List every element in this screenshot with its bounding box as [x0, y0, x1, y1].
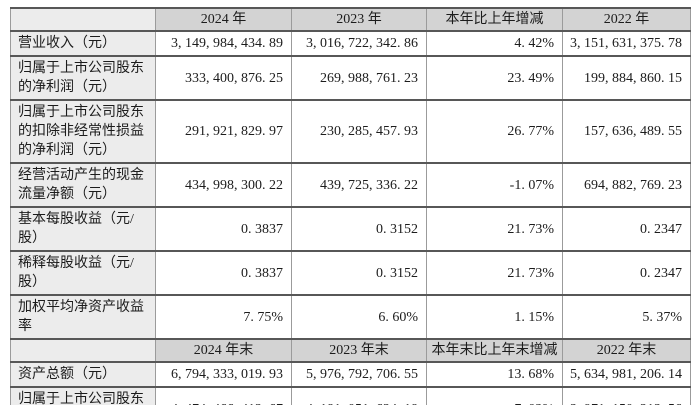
- value-change: 21. 73%: [426, 250, 563, 296]
- value-2022: 694, 882, 769. 23: [562, 162, 691, 208]
- col-header-2024-year-end: 2024 年末: [155, 338, 292, 363]
- corner-cell: [10, 7, 156, 32]
- value-2022: 0. 2347: [562, 206, 691, 252]
- table-row-net-profit-excl-nonrecurring: 归属于上市公司股东的扣除非经常性损益的净利润（元） 291, 921, 829.…: [10, 99, 691, 164]
- value-2024: 333, 400, 876. 25: [155, 55, 292, 101]
- value-2023: 269, 988, 761. 23: [291, 55, 427, 101]
- value-2023: 0. 3152: [291, 250, 427, 296]
- table-row-basic-eps: 基本每股收益（元/股） 0. 3837 0. 3152 21. 73% 0. 2…: [10, 206, 691, 252]
- table-row-total-assets: 资产总额（元） 6, 794, 333, 019. 93 5, 976, 792…: [10, 361, 691, 388]
- col-header-year-end-change: 本年末比上年末增减: [426, 338, 563, 363]
- row-label: 稀释每股收益（元/股）: [10, 250, 156, 296]
- table-row-revenue: 营业收入（元） 3, 149, 984, 434. 89 3, 016, 722…: [10, 30, 691, 57]
- value-2022: 5. 37%: [562, 294, 691, 340]
- value-2022: 157, 636, 489. 55: [562, 99, 691, 164]
- value-change: 26. 77%: [426, 99, 563, 164]
- value-2024: 7. 75%: [155, 294, 292, 340]
- value-2023: 5, 976, 792, 706. 55: [291, 361, 427, 388]
- value-change: 13. 68%: [426, 361, 563, 388]
- value-change: -1. 07%: [426, 162, 563, 208]
- value-change: 23. 49%: [426, 55, 563, 101]
- col-header-2023-year-end: 2023 年末: [291, 338, 427, 363]
- value-2024: 0. 3837: [155, 206, 292, 252]
- value-2023: 0. 3152: [291, 206, 427, 252]
- col-header-2022: 2022 年: [562, 7, 691, 32]
- col-header-2024: 2024 年: [155, 7, 292, 32]
- value-2023: 439, 725, 336. 22: [291, 162, 427, 208]
- value-2023: 230, 285, 457. 93: [291, 99, 427, 164]
- table-row-net-assets: 归属于上市公司股东的净资产（元） 4, 474, 466, 412. 67 4,…: [10, 386, 691, 405]
- row-label: 经营活动产生的现金流量净额（元）: [10, 162, 156, 208]
- row-label: 营业收入（元）: [10, 30, 156, 57]
- value-2023: 4, 181, 051, 624. 18: [291, 386, 427, 405]
- col-header-2023: 2023 年: [291, 7, 427, 32]
- value-change: 1. 15%: [426, 294, 563, 340]
- value-2024: 291, 921, 829. 97: [155, 99, 292, 164]
- value-2022: 5, 634, 981, 206. 14: [562, 361, 691, 388]
- value-2022: 0. 2347: [562, 250, 691, 296]
- value-2024: 0. 3837: [155, 250, 292, 296]
- financial-summary-table: 2024 年 2023 年 本年比上年增减 2022 年 营业收入（元） 3, …: [10, 7, 691, 405]
- table-header-row-annual: 2024 年 2023 年 本年比上年增减 2022 年: [10, 7, 691, 32]
- value-2024: 6, 794, 333, 019. 93: [155, 361, 292, 388]
- corner-cell: [10, 338, 156, 363]
- row-label: 归属于上市公司股东的净利润（元）: [10, 55, 156, 101]
- value-2023: 6. 60%: [291, 294, 427, 340]
- value-2024: 3, 149, 984, 434. 89: [155, 30, 292, 57]
- row-label: 基本每股收益（元/股）: [10, 206, 156, 252]
- table-row-weighted-avg-roe: 加权平均净资产收益率 7. 75% 6. 60% 1. 15% 5. 37%: [10, 294, 691, 340]
- col-header-yoy-change: 本年比上年增减: [426, 7, 563, 32]
- row-label: 资产总额（元）: [10, 361, 156, 388]
- table-row-net-profit: 归属于上市公司股东的净利润（元） 333, 400, 876. 25 269, …: [10, 55, 691, 101]
- row-label: 归属于上市公司股东的扣除非经常性损益的净利润（元）: [10, 99, 156, 164]
- value-2022: 3, 971, 150, 213. 56: [562, 386, 691, 405]
- row-label: 归属于上市公司股东的净资产（元）: [10, 386, 156, 405]
- table-row-diluted-eps: 稀释每股收益（元/股） 0. 3837 0. 3152 21. 73% 0. 2…: [10, 250, 691, 296]
- value-change: 4. 42%: [426, 30, 563, 57]
- value-2022: 3, 151, 631, 375. 78: [562, 30, 691, 57]
- row-label: 加权平均净资产收益率: [10, 294, 156, 340]
- value-2024: 4, 474, 466, 412. 67: [155, 386, 292, 405]
- value-change: 7. 02%: [426, 386, 563, 405]
- table-header-row-year-end: 2024 年末 2023 年末 本年末比上年末增减 2022 年末: [10, 338, 691, 363]
- value-2022: 199, 884, 860. 15: [562, 55, 691, 101]
- col-header-2022-year-end: 2022 年末: [562, 338, 691, 363]
- value-2024: 434, 998, 300. 22: [155, 162, 292, 208]
- value-2023: 3, 016, 722, 342. 86: [291, 30, 427, 57]
- value-change: 21. 73%: [426, 206, 563, 252]
- table-row-operating-cash-flow: 经营活动产生的现金流量净额（元） 434, 998, 300. 22 439, …: [10, 162, 691, 208]
